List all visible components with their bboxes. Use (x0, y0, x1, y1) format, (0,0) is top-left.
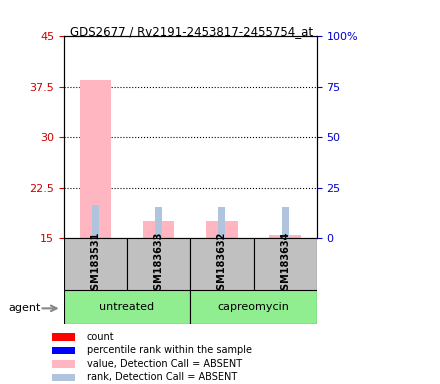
Bar (282, 207, 289, 238)
Bar (92, 205, 99, 238)
Bar (190, 238, 253, 290)
Text: agent: agent (9, 303, 41, 313)
Text: GSM183531: GSM183531 (91, 231, 100, 297)
Text: untreated: untreated (99, 302, 154, 312)
Bar (127, 238, 190, 290)
Text: GSM183634: GSM183634 (280, 231, 290, 297)
Bar (52, 333, 75, 341)
Bar (52, 374, 75, 381)
Bar (206, 221, 238, 238)
Text: capreomycin: capreomycin (218, 302, 290, 312)
Text: GDS2677 / Rv2191-2453817-2455754_at: GDS2677 / Rv2191-2453817-2455754_at (70, 25, 313, 38)
Text: rank, Detection Call = ABSENT: rank, Detection Call = ABSENT (87, 372, 237, 382)
Text: percentile rank within the sample: percentile rank within the sample (87, 345, 252, 356)
Bar (64, 238, 127, 290)
Bar (80, 80, 111, 238)
Text: count: count (87, 332, 114, 342)
Bar (253, 238, 317, 290)
Text: value, Detection Call = ABSENT: value, Detection Call = ABSENT (87, 359, 242, 369)
Bar (143, 221, 175, 238)
Bar (64, 290, 190, 324)
Bar (218, 207, 225, 238)
Text: GSM183632: GSM183632 (217, 231, 227, 297)
Bar (269, 235, 301, 238)
Text: GSM183633: GSM183633 (154, 231, 164, 297)
Bar (52, 347, 75, 354)
Bar (190, 290, 317, 324)
Bar (155, 207, 162, 238)
Bar (52, 360, 75, 367)
